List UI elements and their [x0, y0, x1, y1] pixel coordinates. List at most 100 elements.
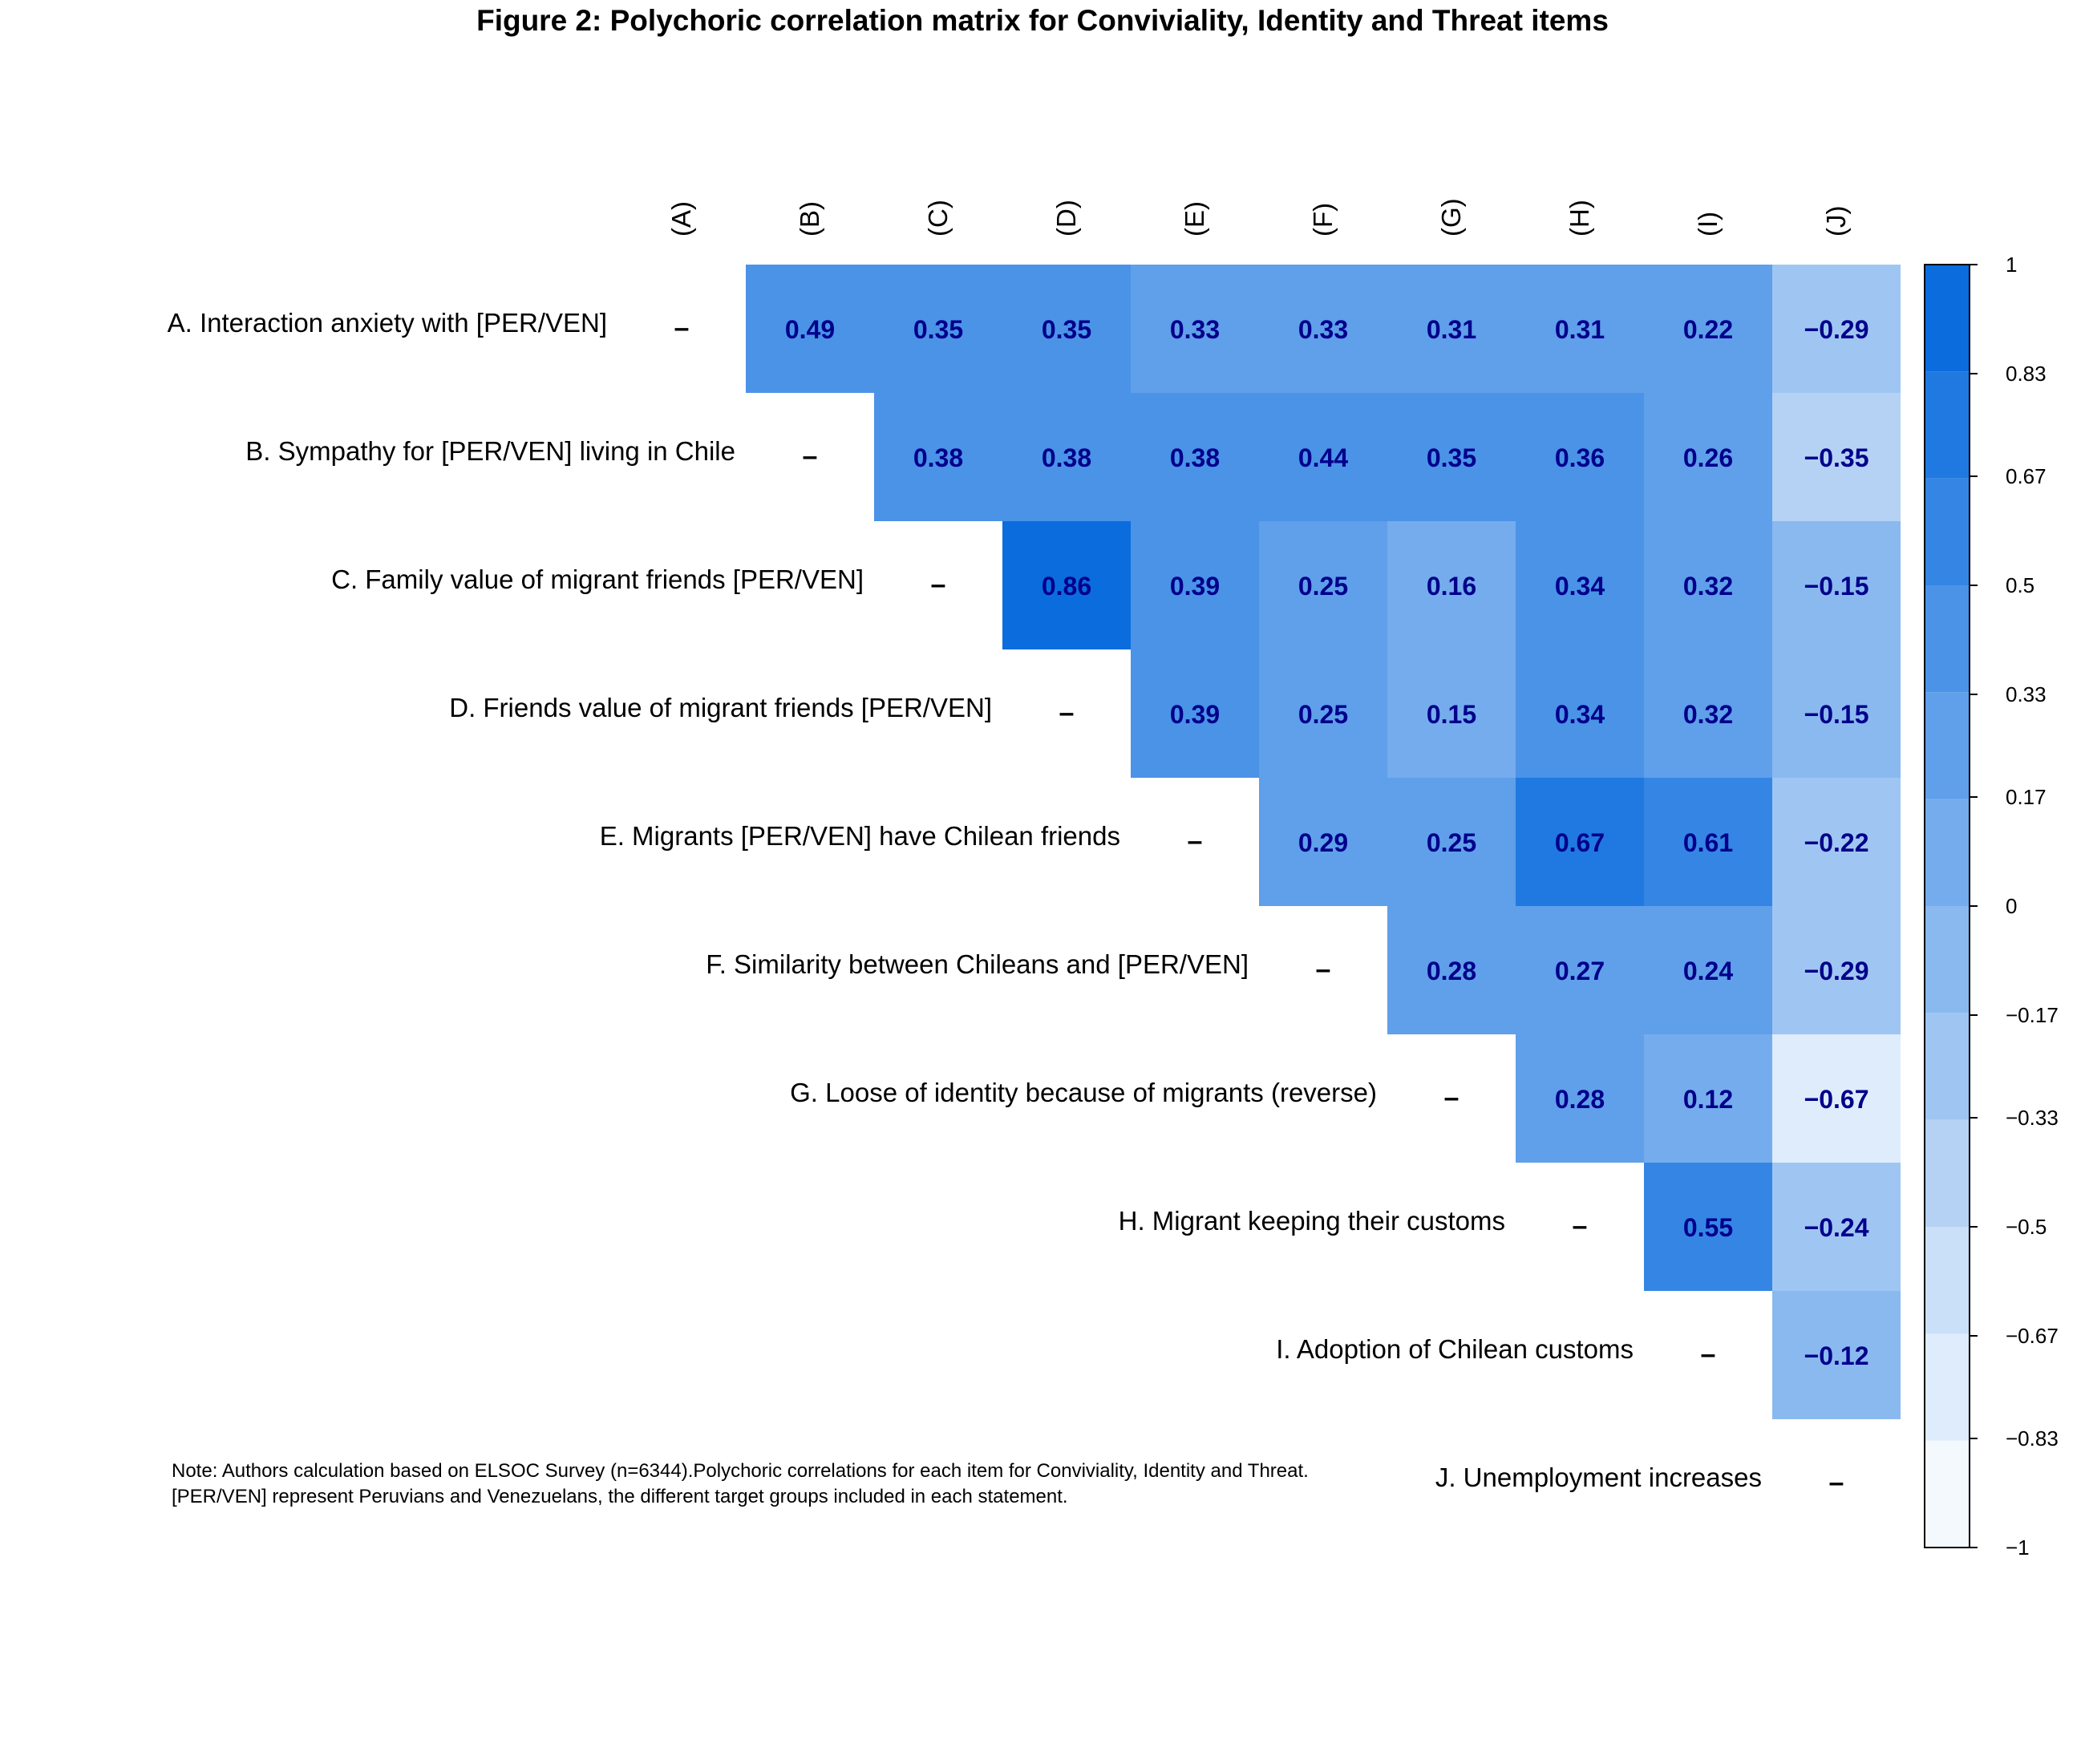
heatmap-cell [1772, 1291, 1901, 1419]
column-label: (J) [1821, 206, 1851, 237]
cell-value-label: 0.26 [1683, 443, 1733, 472]
heatmap-cell [1259, 393, 1387, 521]
heatmap-cell [1644, 265, 1772, 393]
legend-tick-label: 0.17 [2006, 785, 2047, 809]
row-label: H. Migrant keeping their customs [1119, 1206, 1505, 1236]
cell-value-label: 0.61 [1683, 828, 1733, 857]
column-label: (I) [1693, 212, 1723, 237]
cell-value-label: 0.32 [1683, 572, 1733, 601]
heatmap-cell [1772, 906, 1901, 1034]
cell-value-label: 0.67 [1555, 828, 1605, 857]
cell-value-label: −0.35 [1804, 443, 1869, 472]
heatmap-cell [874, 265, 1002, 393]
heatmap-cell [1131, 649, 1259, 778]
heatmap-cell [1387, 265, 1516, 393]
cell-value-label: 0.25 [1298, 700, 1348, 729]
heatmap-cell [1772, 265, 1901, 393]
cell-value-label: 0.29 [1298, 828, 1348, 857]
diagonal-marker: – [1316, 954, 1331, 985]
legend-color-bin [1925, 1119, 1970, 1227]
chart-title: Figure 2: Polychoric correlation matrix … [476, 4, 1609, 37]
cell-value-label: 0.39 [1170, 572, 1220, 601]
diagonal-marker: – [803, 441, 818, 471]
row-label: G. Loose of identity because of migrants… [790, 1078, 1377, 1107]
legend-tick-label: 0.83 [2006, 362, 2047, 386]
column-label: (H) [1565, 200, 1594, 237]
column-label: (G) [1436, 198, 1466, 237]
cell-value-label: 0.34 [1555, 700, 1605, 729]
heatmap-cell [746, 265, 874, 393]
cell-value-label: −0.29 [1804, 957, 1869, 985]
heatmap-cell [1387, 649, 1516, 778]
row-label: B. Sympathy for [PER/VEN] living in Chil… [245, 436, 735, 466]
cell-value-label: −0.24 [1804, 1213, 1869, 1242]
heatmap-cell [1644, 1034, 1772, 1163]
cell-value-label: 0.28 [1555, 1085, 1605, 1114]
heatmap-cell [1772, 521, 1901, 649]
legend-tick-label: 0.33 [2006, 682, 2047, 706]
heatmap-cell [1644, 778, 1772, 906]
heatmap-cell [1772, 393, 1901, 521]
legend-tick-label: 0.67 [2006, 464, 2047, 488]
legend-tick-label: −0.5 [2006, 1215, 2047, 1239]
legend-tick-label: −1 [2006, 1535, 2030, 1560]
diagonal-marker: – [674, 313, 690, 343]
cell-value-label: 0.44 [1298, 443, 1348, 472]
cell-value-label: 0.33 [1298, 315, 1348, 344]
diagonal-marker: – [1188, 826, 1203, 856]
cell-value-label: −0.67 [1804, 1085, 1869, 1114]
heatmap-cell [1131, 265, 1259, 393]
cell-value-label: 0.86 [1042, 572, 1091, 601]
heatmap-cell [1772, 1163, 1901, 1291]
heatmap-cell [1516, 1034, 1644, 1163]
diagonal-marker: – [1829, 1467, 1844, 1498]
cell-value-label: −0.15 [1804, 572, 1869, 601]
legend-tick-label: −0.33 [2006, 1106, 2059, 1130]
row-label: F. Similarity between Chileans and [PER/… [706, 949, 1249, 979]
cell-value-label: 0.31 [1555, 315, 1605, 344]
cell-value-label: 0.16 [1427, 572, 1476, 601]
heatmap-cell [1772, 778, 1901, 906]
cell-value-label: 0.38 [1170, 443, 1220, 472]
heatmap-cell [1259, 521, 1387, 649]
cell-value-label: 0.35 [913, 315, 963, 344]
heatmap-cell [1644, 521, 1772, 649]
legend-tick-label: −0.83 [2006, 1426, 2059, 1450]
legend-color-bin [1925, 692, 1970, 799]
heatmap-cell [1772, 649, 1901, 778]
heatmap-cell [1387, 393, 1516, 521]
heatmap-cell [1516, 265, 1644, 393]
cell-value-label: −0.15 [1804, 700, 1869, 729]
cell-value-label: 0.34 [1555, 572, 1605, 601]
legend-tick-label: 0 [2006, 894, 2017, 918]
legend-color-bin [1925, 265, 1970, 372]
cell-value-label: 0.25 [1427, 828, 1476, 857]
row-label: I. Adoption of Chilean customs [1276, 1334, 1634, 1364]
footnote-line: [PER/VEN] represent Peruvians and Venezu… [172, 1486, 1068, 1507]
column-label: (E) [1180, 201, 1209, 237]
heatmap-cell [1002, 393, 1131, 521]
cell-value-label: −0.29 [1804, 315, 1869, 344]
legend-tick-label: 1 [2006, 253, 2017, 277]
heatmap-cell [1644, 1163, 1772, 1291]
legend-color-bin [1925, 1333, 1970, 1441]
heatmap-cell [1644, 649, 1772, 778]
diagonal-marker: – [931, 569, 946, 600]
legend-tick-label: −0.67 [2006, 1324, 2059, 1348]
heatmap-cell [1644, 393, 1772, 521]
cell-value-label: 0.49 [785, 315, 835, 344]
legend-color-bin [1925, 906, 1970, 1013]
footnote-line: Note: Authors calculation based on ELSOC… [172, 1460, 1309, 1482]
legend-color-bin [1925, 371, 1970, 479]
heatmap-cell [1259, 649, 1387, 778]
legend-tick-label: −0.17 [2006, 1003, 2059, 1027]
heatmap-cell [1516, 393, 1644, 521]
row-label: A. Interaction anxiety with [PER/VEN] [168, 308, 607, 338]
cell-value-label: 0.15 [1427, 700, 1476, 729]
legend-color-bin [1925, 585, 1970, 693]
heatmap-cell [1131, 521, 1259, 649]
heatmap-cell [1259, 265, 1387, 393]
heatmap-cell [1516, 649, 1644, 778]
row-label: C. Family value of migrant friends [PER/… [331, 564, 864, 594]
